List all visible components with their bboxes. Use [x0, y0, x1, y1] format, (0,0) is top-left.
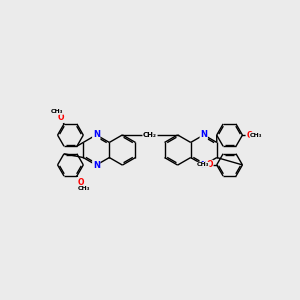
- Text: N: N: [93, 160, 100, 169]
- Text: N: N: [93, 130, 100, 140]
- Text: N: N: [200, 130, 207, 140]
- Text: CH₃: CH₃: [51, 109, 63, 114]
- Text: CH₃: CH₃: [250, 133, 263, 138]
- Text: O: O: [206, 160, 213, 169]
- Text: N: N: [200, 160, 207, 169]
- Text: O: O: [57, 113, 64, 122]
- Text: CH₃: CH₃: [196, 162, 209, 167]
- Text: O: O: [77, 178, 84, 187]
- Text: CH₃: CH₃: [78, 186, 90, 191]
- Text: CH₂: CH₂: [143, 132, 157, 138]
- Text: O: O: [246, 130, 253, 140]
